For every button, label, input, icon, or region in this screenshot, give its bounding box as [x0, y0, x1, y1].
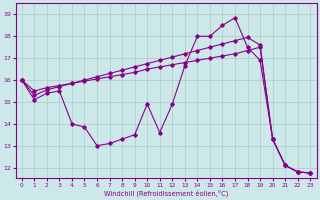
X-axis label: Windchill (Refroidissement éolien,°C): Windchill (Refroidissement éolien,°C)	[104, 189, 228, 197]
